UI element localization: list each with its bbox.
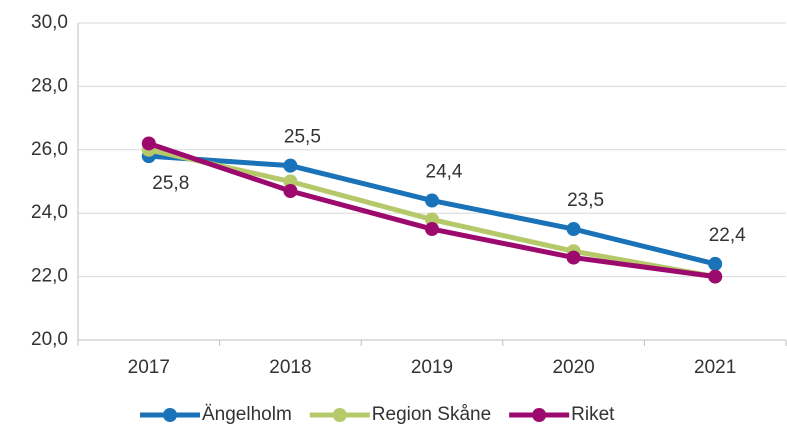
x-tick-label: 2018 xyxy=(269,357,311,378)
x-tick-label: 2021 xyxy=(694,357,736,378)
data-label: 25,5 xyxy=(284,127,321,148)
data-point xyxy=(141,136,156,151)
y-tick-label: 24,0 xyxy=(31,202,68,223)
data-label: 22,4 xyxy=(709,225,746,246)
x-tick-label: 2019 xyxy=(411,357,453,378)
data-point xyxy=(708,256,723,271)
data-point xyxy=(708,269,723,284)
legend-label: Riket xyxy=(571,404,615,425)
data-label: 24,4 xyxy=(426,162,463,183)
y-tick-label: 22,0 xyxy=(31,266,68,287)
y-tick-label: 28,0 xyxy=(31,75,68,96)
data-label: 23,5 xyxy=(567,190,604,211)
data-label: 25,8 xyxy=(152,173,189,194)
data-point xyxy=(425,222,439,237)
legend-label: Region Skåne xyxy=(372,404,491,425)
legend-marker xyxy=(163,408,177,422)
legend-label: Ängelholm xyxy=(202,404,292,425)
data-point xyxy=(566,250,581,265)
y-tick-label: 26,0 xyxy=(31,139,68,160)
data-point xyxy=(566,222,581,237)
y-tick-label: 20,0 xyxy=(31,329,68,350)
data-point xyxy=(283,158,298,173)
data-point xyxy=(283,184,298,199)
data-point xyxy=(425,193,439,208)
x-tick-label: 2020 xyxy=(552,357,594,378)
y-tick-label: 30,0 xyxy=(31,12,68,33)
x-tick-label: 2017 xyxy=(128,357,170,378)
legend-marker xyxy=(332,408,347,422)
legend-marker xyxy=(532,408,547,422)
